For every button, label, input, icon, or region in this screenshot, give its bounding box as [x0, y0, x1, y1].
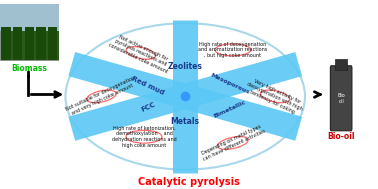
FancyBboxPatch shape [0, 4, 59, 60]
Text: FCC: FCC [140, 101, 156, 113]
Text: Not active enough for
pyrolysis reactions and
considerable coke amount: Not active enough for pyrolysis reaction… [108, 32, 174, 74]
Text: Mesoporous: Mesoporous [209, 72, 250, 95]
FancyBboxPatch shape [335, 59, 347, 70]
Text: Bimetallic: Bimetallic [213, 99, 246, 119]
Text: Red mud: Red mud [131, 76, 166, 96]
Text: Zeolites: Zeolites [168, 62, 203, 71]
FancyBboxPatch shape [36, 27, 46, 60]
FancyBboxPatch shape [13, 27, 22, 60]
Text: High rate of ketonization,
demethoxylation    and
dehydration reactions and
high: High rate of ketonization, demethoxylati… [112, 125, 177, 148]
Text: Depending on metal types
can have different activities: Depending on metal types can have differ… [200, 124, 266, 162]
FancyBboxPatch shape [25, 27, 34, 60]
Text: Metals: Metals [171, 117, 200, 126]
Text: Bio
oil: Bio oil [337, 93, 345, 104]
Text: Biomass: Biomass [11, 64, 47, 73]
Text: Catalytic pyrolysis: Catalytic pyrolysis [138, 177, 240, 187]
FancyBboxPatch shape [0, 4, 59, 31]
FancyBboxPatch shape [48, 27, 57, 60]
Text: Not suitable for deoxygenation
and very high coke amount: Not suitable for deoxygenation and very … [65, 75, 138, 117]
FancyBboxPatch shape [1, 27, 11, 60]
Text: Bio-oil: Bio-oil [327, 132, 355, 141]
FancyBboxPatch shape [330, 66, 352, 131]
Text: High rate of deoxygenation
and aromatization reactions
, but high coke amount: High rate of deoxygenation and aromatiza… [198, 42, 268, 58]
Text: Very high activity for
deoxygenation with high
tendency for coking: Very high activity for deoxygenation wit… [244, 76, 306, 117]
